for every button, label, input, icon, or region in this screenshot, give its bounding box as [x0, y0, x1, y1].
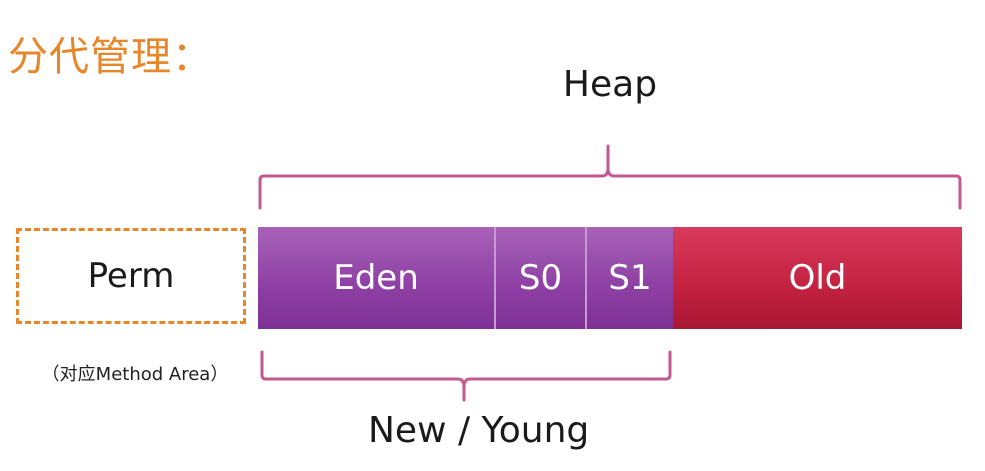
perm-label: Perm	[87, 256, 175, 296]
survivor-0-region: S0	[494, 227, 585, 329]
young-brace	[260, 350, 672, 402]
young-label: New / Young	[368, 410, 590, 451]
old-label: Old	[788, 258, 847, 298]
s0-label: S0	[518, 258, 563, 298]
page-title: 分代管理：	[8, 34, 213, 80]
perm-note: （对应Method Area）	[41, 364, 229, 385]
perm-region: Perm	[16, 228, 246, 324]
old-region: Old	[673, 227, 962, 329]
heap-brace	[258, 144, 962, 210]
s1-label: S1	[608, 258, 652, 298]
eden-region: Eden	[258, 227, 494, 329]
heap-label: Heap	[562, 64, 658, 105]
survivor-1-region: S1	[585, 227, 673, 329]
eden-label: Eden	[333, 258, 419, 298]
